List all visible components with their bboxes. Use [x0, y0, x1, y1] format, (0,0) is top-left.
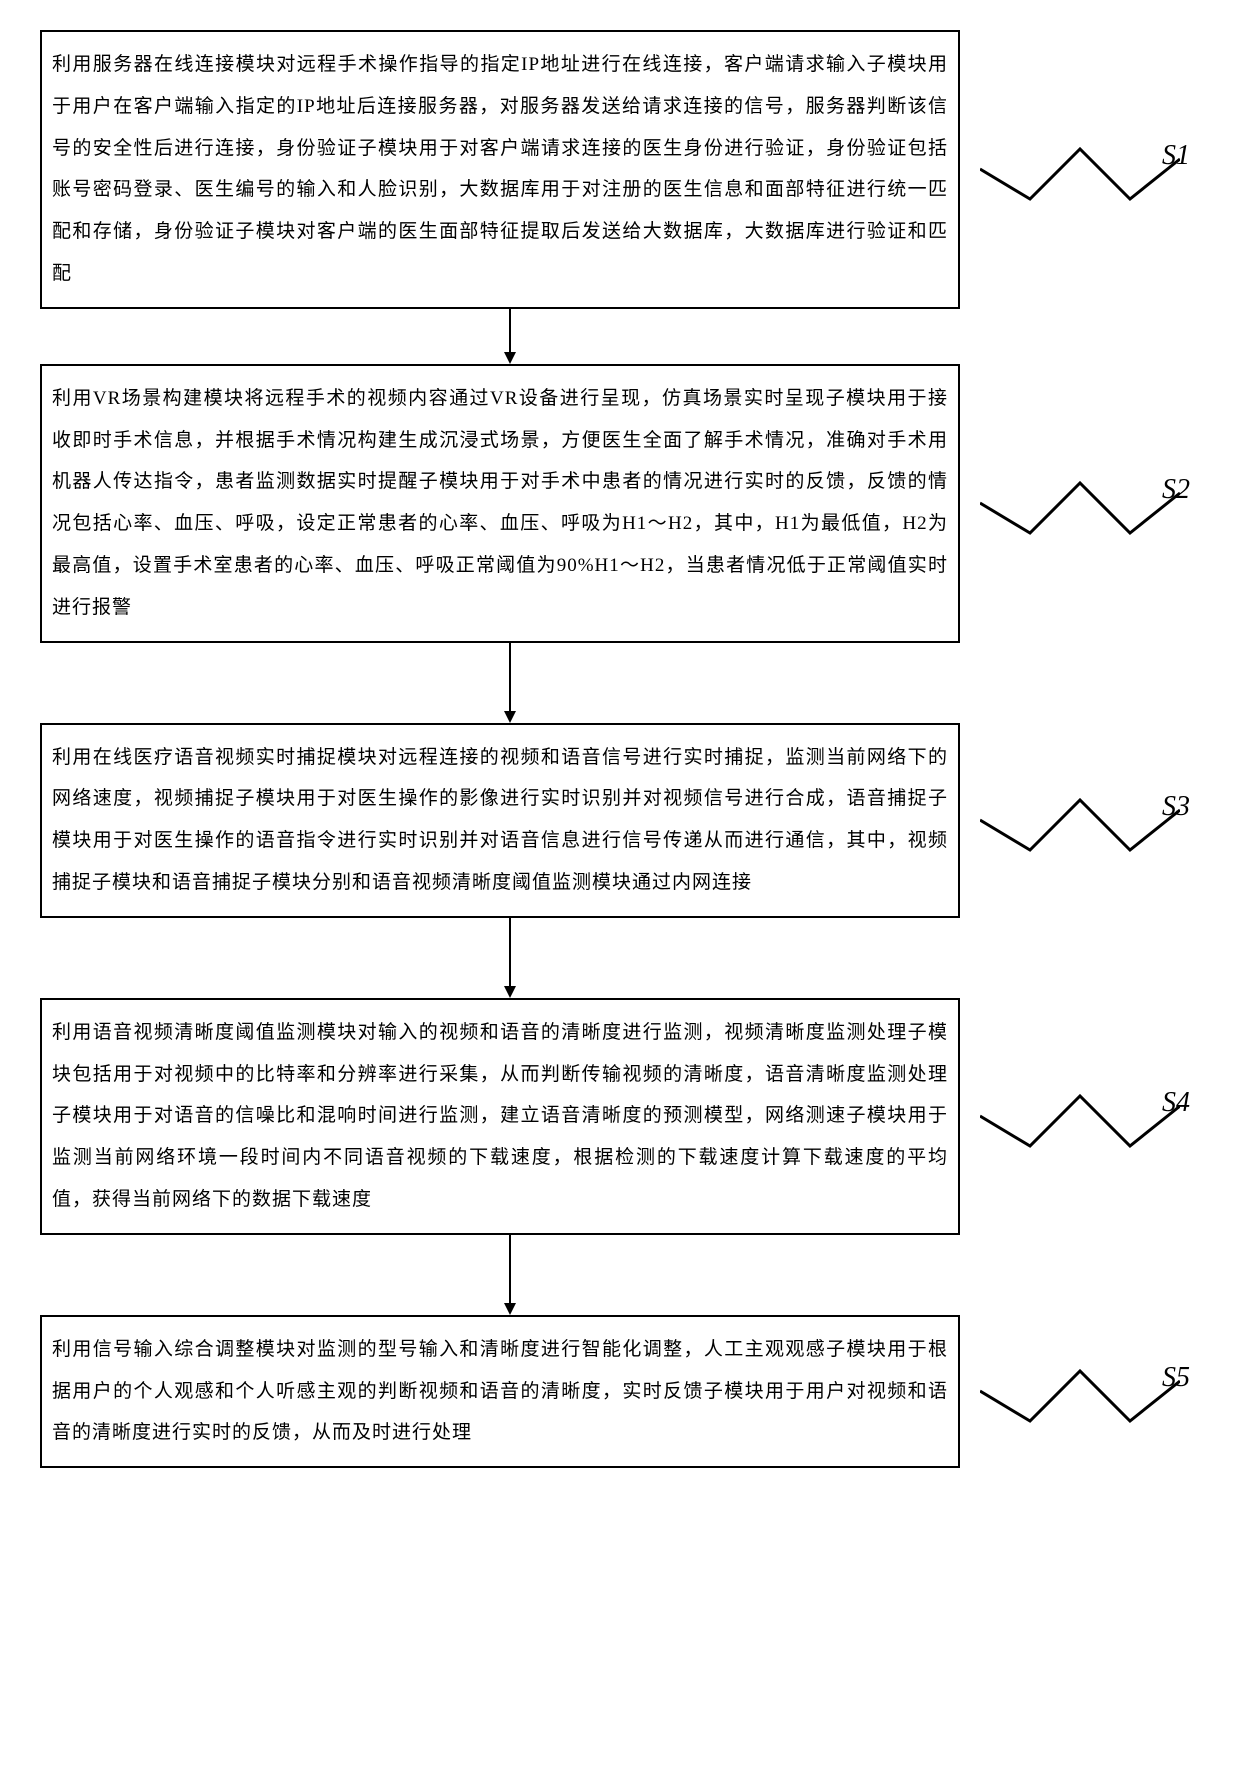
arrow-connector-3	[40, 918, 1200, 998]
flowchart-container: 利用服务器在线连接模块对远程手术操作指导的指定IP地址进行在线连接，客户端请求输…	[40, 30, 1200, 1468]
label-area-2: S2	[960, 463, 1200, 543]
step-text-3: 利用在线医疗语音视频实时捕捉模块对远程连接的视频和语音信号进行实时捕捉，监测当前…	[52, 737, 948, 904]
step-label-2: S2	[1162, 474, 1190, 506]
step-row-2: 利用VR场景构建模块将远程手术的视频内容通过VR设备进行呈现，仿真场景实时呈现子…	[40, 364, 1200, 643]
step-box-2: 利用VR场景构建模块将远程手术的视频内容通过VR设备进行呈现，仿真场景实时呈现子…	[40, 364, 960, 643]
arrow-down-icon	[500, 1235, 520, 1315]
step-box-3: 利用在线医疗语音视频实时捕捉模块对远程连接的视频和语音信号进行实时捕捉，监测当前…	[40, 723, 960, 918]
arrow-down-icon	[500, 309, 520, 364]
label-area-5: S5	[960, 1351, 1200, 1431]
arrow-connector-2	[40, 643, 1200, 723]
step-label-4: S4	[1162, 1087, 1190, 1119]
step-row-4: 利用语音视频清晰度阈值监测模块对输入的视频和语音的清晰度进行监测，视频清晰度监测…	[40, 998, 1200, 1235]
step-label-3: S3	[1162, 791, 1190, 823]
arrow-connector-4	[40, 1235, 1200, 1315]
label-area-4: S4	[960, 1076, 1200, 1156]
step-text-5: 利用信号输入综合调整模块对监测的型号输入和清晰度进行智能化调整，人工主观观感子模…	[52, 1329, 948, 1454]
arrow-down-icon	[500, 643, 520, 723]
zigzag-connector-icon	[980, 1076, 1180, 1156]
step-box-5: 利用信号输入综合调整模块对监测的型号输入和清晰度进行智能化调整，人工主观观感子模…	[40, 1315, 960, 1468]
zigzag-connector-icon	[980, 129, 1180, 209]
zigzag-connector-icon	[980, 463, 1180, 543]
step-box-1: 利用服务器在线连接模块对远程手术操作指导的指定IP地址进行在线连接，客户端请求输…	[40, 30, 960, 309]
label-area-3: S3	[960, 780, 1200, 860]
step-row-1: 利用服务器在线连接模块对远程手术操作指导的指定IP地址进行在线连接，客户端请求输…	[40, 30, 1200, 309]
step-text-2: 利用VR场景构建模块将远程手术的视频内容通过VR设备进行呈现，仿真场景实时呈现子…	[52, 378, 948, 629]
zigzag-connector-icon	[980, 1351, 1180, 1431]
arrow-down-icon	[500, 918, 520, 998]
step-row-3: 利用在线医疗语音视频实时捕捉模块对远程连接的视频和语音信号进行实时捕捉，监测当前…	[40, 723, 1200, 918]
step-text-4: 利用语音视频清晰度阈值监测模块对输入的视频和语音的清晰度进行监测，视频清晰度监测…	[52, 1012, 948, 1221]
step-box-4: 利用语音视频清晰度阈值监测模块对输入的视频和语音的清晰度进行监测，视频清晰度监测…	[40, 998, 960, 1235]
step-label-5: S5	[1162, 1363, 1190, 1395]
label-area-1: S1	[960, 129, 1200, 209]
step-label-1: S1	[1162, 141, 1190, 173]
zigzag-connector-icon	[980, 780, 1180, 860]
step-text-1: 利用服务器在线连接模块对远程手术操作指导的指定IP地址进行在线连接，客户端请求输…	[52, 44, 948, 295]
step-row-5: 利用信号输入综合调整模块对监测的型号输入和清晰度进行智能化调整，人工主观观感子模…	[40, 1315, 1200, 1468]
arrow-connector-1	[40, 309, 1200, 364]
